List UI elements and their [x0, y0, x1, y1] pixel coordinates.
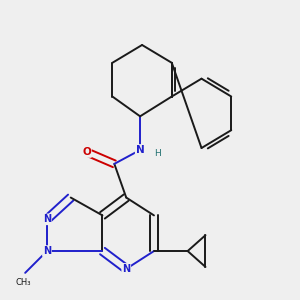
Text: N: N — [136, 145, 145, 155]
Text: H: H — [154, 149, 161, 158]
Text: N: N — [43, 214, 51, 224]
Text: O: O — [82, 147, 91, 157]
Text: N: N — [43, 246, 51, 256]
Text: CH₃: CH₃ — [15, 278, 31, 286]
Text: N: N — [122, 264, 130, 274]
